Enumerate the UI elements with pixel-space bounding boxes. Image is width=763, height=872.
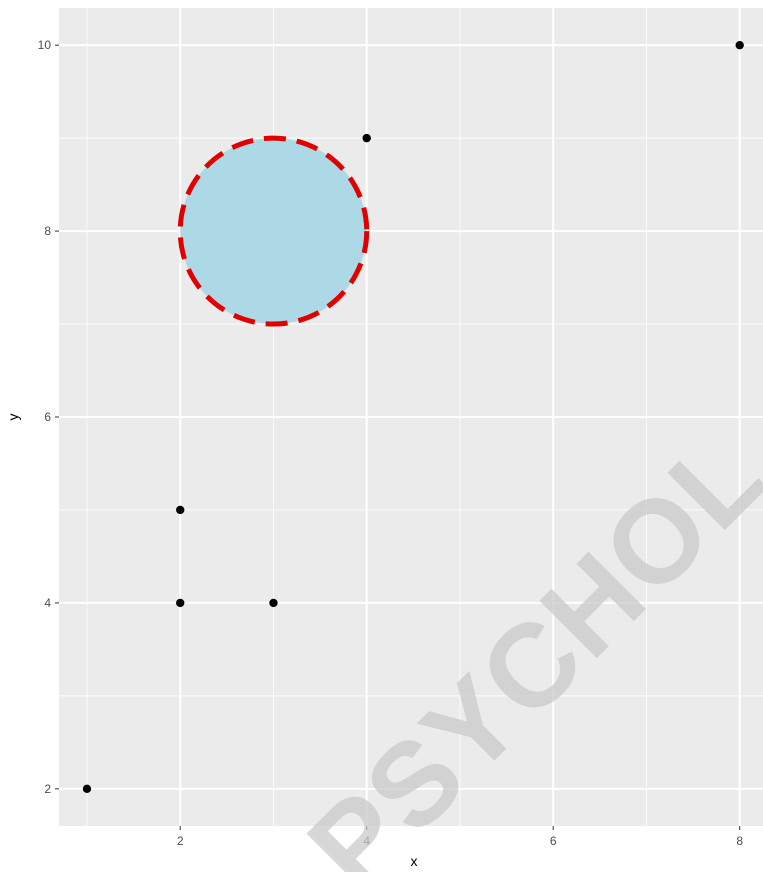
- data-point: [735, 40, 744, 50]
- y-axis-title: y: [5, 414, 21, 421]
- y-tick-label: 6: [44, 410, 51, 424]
- y-tick-label: 4: [44, 596, 51, 610]
- data-point: [176, 505, 185, 515]
- data-point: [176, 598, 185, 608]
- annotation-circle: [177, 135, 370, 327]
- data-points: [82, 40, 744, 794]
- data-point: [362, 133, 371, 143]
- x-tick-label: 8: [736, 834, 743, 848]
- x-axis: 2 4 6 8: [177, 826, 743, 848]
- x-tick-label: 6: [550, 834, 557, 848]
- y-axis: 2 4 6 8 10: [38, 38, 59, 796]
- x-axis-title: x: [411, 853, 418, 869]
- data-point: [82, 784, 92, 794]
- annotation-layer: [177, 135, 370, 327]
- y-tick-label: 2: [44, 782, 51, 796]
- data-point: [269, 598, 278, 608]
- y-tick-label: 10: [38, 38, 52, 52]
- x-tick-label: 4: [363, 834, 370, 848]
- major-gridlines: [59, 8, 763, 826]
- y-tick-label: 8: [44, 224, 51, 238]
- x-tick-label: 2: [177, 834, 184, 848]
